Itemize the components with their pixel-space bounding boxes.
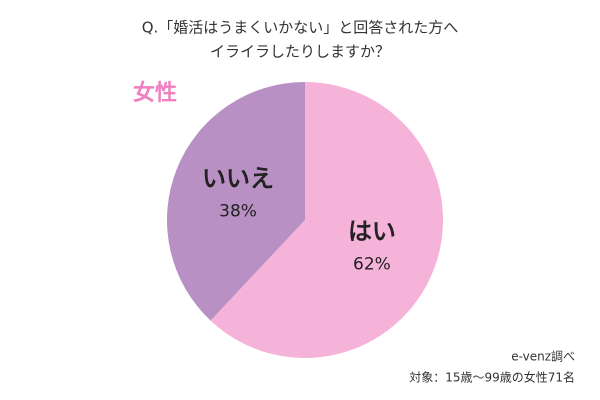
chart-title: Q.「婚活はうまくいかない」と回答された方へ (142, 19, 459, 37)
pie-slice (210, 82, 444, 359)
pie-slice (167, 82, 305, 321)
value-label: 62% (353, 255, 391, 275)
source: e-venz調べ (511, 350, 575, 364)
group-label: 女性 (133, 80, 177, 106)
note: 対象：15歳〜99歳の女性71名 (409, 370, 575, 385)
slice-label: いいえ (202, 164, 274, 192)
slice-label: はい (348, 218, 396, 246)
value-label: 38% (219, 201, 257, 221)
chart-title: イライラしたりしますか？ (210, 43, 390, 61)
